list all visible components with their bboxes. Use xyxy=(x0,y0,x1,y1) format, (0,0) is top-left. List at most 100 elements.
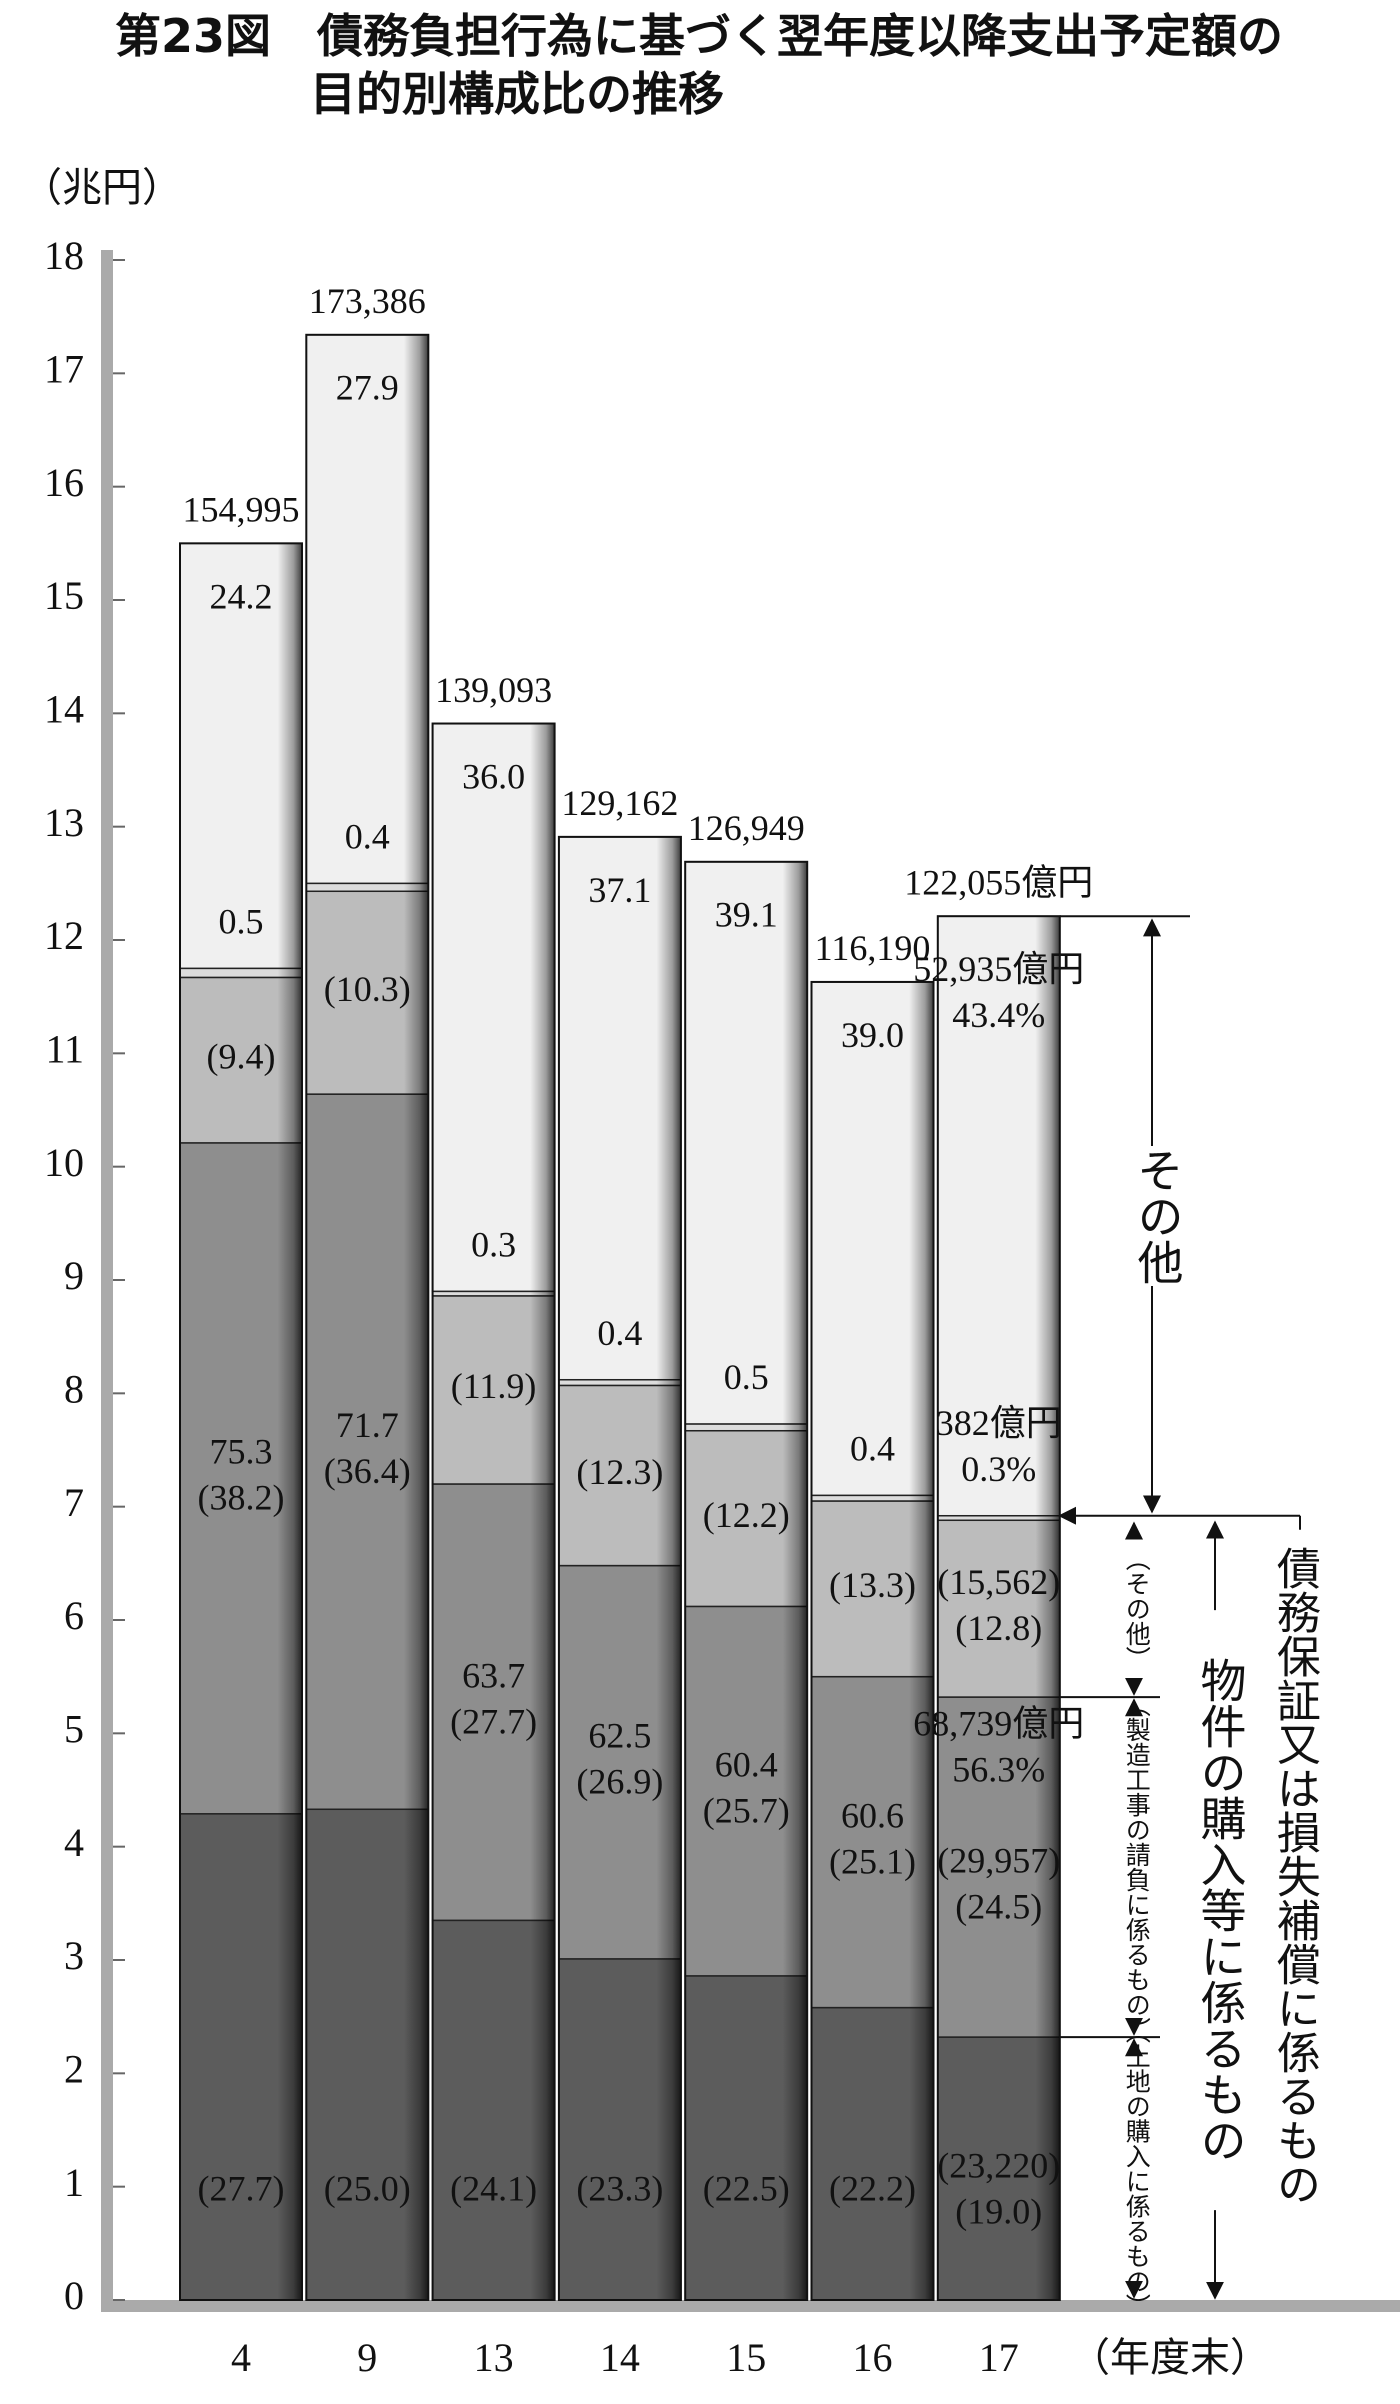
share-label: (9.4) xyxy=(207,1036,276,1076)
total-label: 129,162 xyxy=(561,783,678,823)
share-label: (24.5) xyxy=(955,1886,1042,1926)
share-label: 39.1 xyxy=(715,895,778,935)
bar-outline xyxy=(936,915,1061,2302)
annotation-label: （その他） xyxy=(1122,1546,1151,1671)
share-label: (26.9) xyxy=(576,1761,663,1801)
y-tick-label: 12 xyxy=(44,913,84,958)
total-label: 122,055億円 xyxy=(904,862,1093,902)
annotation-label: 債務保証又は損失補償に係るもの xyxy=(1270,1546,1321,2206)
y-unit: （兆円） xyxy=(22,165,182,210)
share-label: (19.0) xyxy=(955,2192,1042,2232)
y-tick-label: 14 xyxy=(44,687,84,732)
total-label: 116,190 xyxy=(815,928,931,968)
share-label: 0.3% xyxy=(961,1449,1036,1489)
share-label: (23.3) xyxy=(576,2169,663,2209)
share-label: 0.5 xyxy=(724,1357,769,1397)
share-label: (27.7) xyxy=(450,1701,537,1741)
x-tick-label: 13 xyxy=(474,2335,514,2380)
y-tick-label: 11 xyxy=(45,1027,84,1072)
y-axis xyxy=(101,250,113,2306)
y-tick-label: 8 xyxy=(64,1367,84,1412)
y-tick-label: 10 xyxy=(44,1140,84,1185)
share-label: 71.7 xyxy=(336,1405,399,1445)
share-label: 0.3 xyxy=(471,1225,516,1265)
x-axis-label: （年度末） xyxy=(1070,2335,1270,2380)
y-tick-label: 13 xyxy=(44,800,84,845)
x-tick-label: 17 xyxy=(979,2335,1019,2380)
share-label: (25.7) xyxy=(703,1790,790,1830)
total-label: 154,995 xyxy=(183,490,300,530)
y-tick-label: 0 xyxy=(64,2273,84,2318)
bar-shade xyxy=(306,334,429,2300)
share-label: (12.8) xyxy=(955,1608,1042,1648)
chart-title: 第23図 債務負担行為に基づく翌年度以降支出予定額の xyxy=(115,9,1283,63)
share-label: 43.4% xyxy=(952,995,1045,1035)
share-label: 27.9 xyxy=(336,368,399,408)
share-label: (22.2) xyxy=(829,2169,916,2209)
share-label: 0.4 xyxy=(345,817,390,857)
annotation-label: （製造工事の請負に係るもの） xyxy=(1122,1692,1151,2042)
bar-shade xyxy=(685,861,808,2300)
x-tick-label: 14 xyxy=(600,2335,640,2380)
chart-title: 目的別構成比の推移 xyxy=(310,67,724,121)
annotation-label: その他 xyxy=(1131,1147,1183,1285)
annotation-label: 物件の購入等に係るもの xyxy=(1194,1657,1245,2163)
share-label: (25.1) xyxy=(829,1841,916,1881)
y-tick-label: 6 xyxy=(64,1593,84,1638)
x-tick-label: 16 xyxy=(853,2335,893,2380)
share-label: 0.4 xyxy=(597,1313,642,1353)
annotation-label: （土地の購入に係るもの） xyxy=(1122,2019,1151,2319)
bar-outline xyxy=(810,980,935,2301)
bar-shade xyxy=(937,916,1060,2301)
share-label: 62.5 xyxy=(588,1715,651,1755)
share-label: (13.3) xyxy=(829,1565,916,1605)
y-tick-label: 2 xyxy=(64,2047,84,2092)
x-tick-label: 4 xyxy=(231,2335,251,2380)
group-share-label: 68,739億円 xyxy=(913,1703,1084,1743)
y-tick-label: 1 xyxy=(64,2160,84,2205)
share-label: (36.4) xyxy=(324,1451,411,1491)
share-label: (11.9) xyxy=(451,1366,537,1406)
total-label: 126,949 xyxy=(688,808,805,848)
y-tick-label: 5 xyxy=(64,1707,84,1752)
share-label: (38.2) xyxy=(198,1478,285,1518)
y-tick-label: 4 xyxy=(64,1820,84,1865)
total-label: 173,386 xyxy=(309,281,426,321)
bar-shade xyxy=(180,543,302,2301)
share-label: 60.6 xyxy=(841,1795,904,1835)
share-label: 0.5 xyxy=(219,902,264,942)
share-label: (12.3) xyxy=(576,1452,663,1492)
y-tick-label: 3 xyxy=(64,1933,84,1978)
share-label: 382億円 xyxy=(936,1403,1062,1443)
y-tick-label: 17 xyxy=(44,347,84,392)
y-tick-label: 16 xyxy=(44,460,84,505)
share-label: (27.7) xyxy=(198,2169,285,2209)
bar-outline xyxy=(684,860,809,2301)
bar-outline xyxy=(431,722,556,2301)
share-label: 36.0 xyxy=(462,756,525,796)
share-label: 39.0 xyxy=(841,1015,904,1055)
share-label: (22.5) xyxy=(703,2169,790,2209)
bar-outline xyxy=(557,835,682,2301)
y-tick-label: 15 xyxy=(44,573,84,618)
share-label: (23,220) xyxy=(937,2146,1060,2186)
share-label: (24.1) xyxy=(450,2169,537,2209)
bar-shade xyxy=(558,836,681,2300)
x-tick-label: 9 xyxy=(357,2335,377,2380)
y-tick-label: 9 xyxy=(64,1253,84,1298)
share-label: (12.2) xyxy=(703,1495,790,1535)
share-label: 24.2 xyxy=(210,576,273,616)
share-label: (29,957) xyxy=(937,1840,1060,1880)
total-label: 139,093 xyxy=(435,670,552,710)
y-tick-label: 18 xyxy=(44,233,84,278)
share-label: (10.3) xyxy=(324,969,411,1009)
x-tick-label: 15 xyxy=(726,2335,766,2380)
share-label: 60.4 xyxy=(715,1744,778,1784)
share-label: 75.3 xyxy=(210,1432,273,1472)
share-label: 63.7 xyxy=(462,1655,525,1695)
share-label: (15,562) xyxy=(937,1562,1060,1602)
bar-shade xyxy=(811,981,934,2300)
bar-outline xyxy=(305,333,430,2301)
